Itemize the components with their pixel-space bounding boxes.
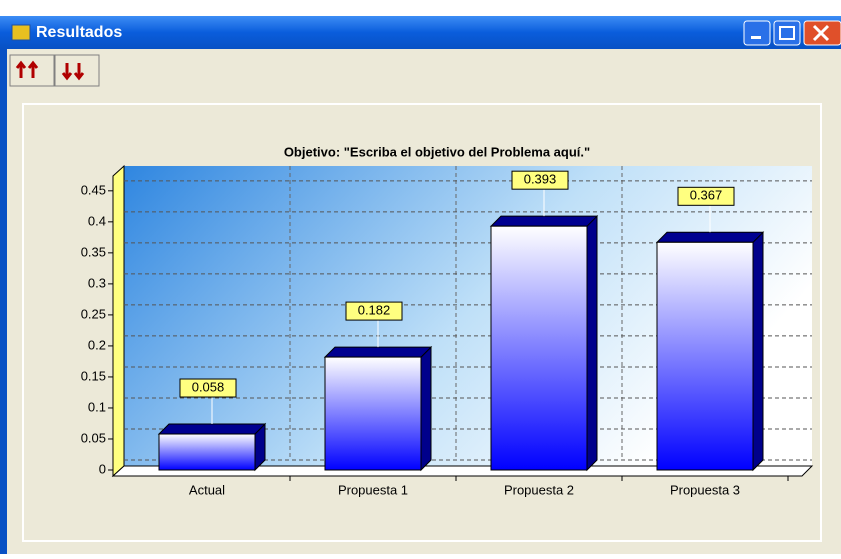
bar-side bbox=[420, 345, 432, 472]
maximize-icon bbox=[779, 26, 795, 40]
sort-up-icon bbox=[15, 60, 39, 78]
y-tick-label: 0.15 bbox=[81, 368, 106, 383]
bar-side bbox=[752, 231, 764, 472]
bar bbox=[490, 225, 588, 471]
window-border bbox=[0, 49, 7, 554]
chart-title: Objetivo: "Escriba el objetivo del Probl… bbox=[284, 144, 590, 159]
y-tick-label: 0.3 bbox=[88, 275, 106, 290]
title-bar bbox=[0, 16, 841, 49]
bar-top bbox=[655, 231, 765, 243]
bar bbox=[158, 433, 256, 471]
value-label: 0.367 bbox=[690, 188, 723, 203]
bar-top bbox=[323, 346, 433, 358]
y-tick-label: 0.05 bbox=[81, 430, 106, 445]
minimize-button[interactable] bbox=[743, 20, 771, 46]
x-tick-label: Propuesta 1 bbox=[338, 482, 408, 497]
app-icon bbox=[11, 24, 31, 41]
y-tick-label: 0.45 bbox=[81, 182, 106, 197]
minimize-icon bbox=[751, 36, 761, 39]
bar bbox=[324, 356, 422, 471]
value-label-box bbox=[179, 378, 237, 398]
bar-top bbox=[489, 215, 599, 227]
y-axis-wall bbox=[112, 164, 125, 478]
x-tick-label: Propuesta 2 bbox=[504, 482, 574, 497]
bar bbox=[656, 241, 754, 471]
x-tick-label: Propuesta 3 bbox=[670, 482, 740, 497]
y-tick-label: 0.2 bbox=[88, 337, 106, 352]
sort-down-button[interactable] bbox=[54, 54, 100, 87]
bar-top bbox=[157, 423, 267, 435]
maximize-button[interactable] bbox=[773, 20, 801, 46]
close-icon bbox=[812, 24, 830, 42]
value-label-box bbox=[345, 301, 403, 321]
bar-side bbox=[586, 214, 598, 472]
value-label-box bbox=[677, 186, 735, 206]
y-tick-label: 0 bbox=[99, 461, 106, 476]
y-tick-label: 0.4 bbox=[88, 213, 106, 228]
y-tick-label: 0.1 bbox=[88, 399, 106, 414]
x-tick-label: Actual bbox=[189, 482, 225, 497]
value-label-box bbox=[511, 170, 569, 190]
y-tick-label: 0.25 bbox=[81, 306, 106, 321]
value-label: 0.182 bbox=[358, 303, 391, 318]
value-label: 0.393 bbox=[524, 172, 557, 187]
value-label: 0.058 bbox=[192, 379, 225, 394]
sort-down-icon bbox=[61, 63, 85, 81]
plot-floor bbox=[111, 465, 814, 477]
y-tick-label: 0.35 bbox=[81, 244, 106, 259]
window-title: Resultados bbox=[36, 24, 122, 41]
